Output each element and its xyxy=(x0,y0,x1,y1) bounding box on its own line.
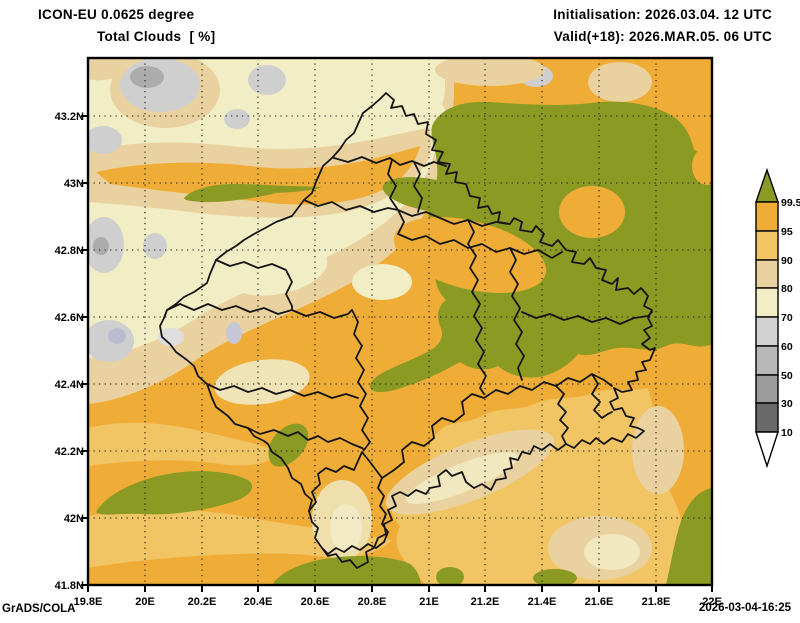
colorbar-label: 60 xyxy=(781,341,793,353)
colorbar-arrow-top xyxy=(755,167,779,203)
cloud-region-pale-gjakova xyxy=(214,359,310,405)
colorbar-segment xyxy=(755,201,779,232)
border-internal xyxy=(521,311,653,325)
border-internal xyxy=(387,159,399,211)
colorbar-label: 90 xyxy=(781,255,793,267)
border-internal xyxy=(166,303,371,451)
cloud-region-top-tan1 xyxy=(435,58,545,86)
cloud-olive-blobs xyxy=(96,423,712,585)
colorbar-segment xyxy=(755,287,779,318)
cloud-region-se-pale2 xyxy=(584,534,640,570)
creation-timestamp: 2026-03-04-16:25 xyxy=(698,602,791,614)
cloud-region-sw-band1 xyxy=(88,422,282,466)
cloud-region-se-palecore xyxy=(406,452,518,504)
lon-axis: 19.8E 20E 20.2E 20.4E 20.6E 20.8E 21E 21… xyxy=(74,596,722,608)
colorbar-label: 70 xyxy=(781,312,793,324)
lon-tick-label: 20E xyxy=(135,596,155,608)
lat-tick-label: 43.2N xyxy=(55,111,84,123)
colorbar-arrow-bottom xyxy=(755,431,779,469)
lon-tick-label: 20.4E xyxy=(244,596,273,608)
lat-tick-label: 42N xyxy=(64,513,84,525)
border-internal xyxy=(509,247,525,381)
lon-tick-label: 21E xyxy=(419,596,439,608)
cloud-region-prizren-pale xyxy=(330,504,362,552)
cloud-region-se-tan1 xyxy=(632,406,684,494)
cloud-region-band-orange xyxy=(96,146,420,205)
lat-tick-label: 42.4N xyxy=(55,379,84,391)
grads-credit: GrADS/COLA xyxy=(2,603,76,615)
border-internal xyxy=(381,373,613,479)
lat-tick-label: 42.2N xyxy=(55,446,84,458)
border-internal xyxy=(467,219,487,395)
border-internal xyxy=(303,199,509,227)
lon-tick-label: 21.2E xyxy=(471,596,500,608)
cloud-region-sw-band2 xyxy=(88,509,392,568)
lon-tick-label: 20.2E xyxy=(188,596,217,608)
lon-tick-label: 19.8E xyxy=(74,596,103,608)
lat-tick-label: 42.8N xyxy=(55,245,84,257)
lon-tick-label: 21.6E xyxy=(585,596,614,608)
map-frame xyxy=(86,56,714,587)
cloud-region-olive-sliver xyxy=(184,184,322,203)
colorbar-segment xyxy=(755,402,779,433)
lon-tick-label: 20.6E xyxy=(301,596,330,608)
colorbar-label: 10 xyxy=(781,427,793,439)
border-internal xyxy=(413,161,423,213)
cloud-region-olive-main xyxy=(369,101,712,393)
cloud-region-top-tan2 xyxy=(588,62,652,102)
lon-tick-label: 22E xyxy=(702,596,722,608)
valid-time-label: Valid(+18): 2026.MAR.05. 06 UTC xyxy=(553,29,772,44)
colorbar-segment xyxy=(755,316,779,347)
border-outer xyxy=(159,92,656,569)
colorbar-segment xyxy=(755,259,779,289)
border-internal xyxy=(333,156,447,167)
border-internal xyxy=(308,451,389,555)
border-internal xyxy=(215,259,293,311)
colorbar-segment xyxy=(755,230,779,261)
cloud-shading xyxy=(88,58,712,585)
colorbar-label: 30 xyxy=(781,398,793,410)
lat-axis: 43.2N 43N 42.8N 42.6N 42.4N 42.2N 42N 41… xyxy=(55,111,84,592)
map-borders xyxy=(159,92,656,569)
border-internal xyxy=(247,427,363,449)
lat-tick-label: 41.8N xyxy=(55,580,84,592)
colorbar: 99.5 95 90 80 70 60 50 30 10 xyxy=(755,167,800,469)
lat-tick-label: 42.6N xyxy=(55,312,84,324)
cloud-region-pale-peja xyxy=(228,244,328,296)
lon-tick-label: 21.8E xyxy=(642,596,671,608)
colorbar-segment xyxy=(755,374,779,404)
lon-tick-label: 21.4E xyxy=(528,596,557,608)
init-time-label: Initialisation: 2026.03.04. 12 UTC xyxy=(553,7,772,22)
cloud-region-olive-hole xyxy=(559,186,625,238)
colorbar-label: 95 xyxy=(781,226,793,238)
cloud-region-olive-intrusion xyxy=(393,216,547,294)
lat-tick-label: 43N xyxy=(64,178,84,190)
cloud-region-olive-finger xyxy=(382,177,478,213)
border-internal xyxy=(591,373,613,419)
border-internal xyxy=(397,209,563,259)
model-title: ICON-EU 0.0625 degree xyxy=(38,7,195,22)
cloud-region-pale-center xyxy=(352,264,412,300)
cloud-region-olive-notch xyxy=(692,147,712,185)
axis-ticks xyxy=(81,115,713,592)
border-internal xyxy=(555,385,569,445)
variable-title: Total Clouds [ %] xyxy=(97,29,216,44)
colorbar-label: 99.5 xyxy=(781,197,800,209)
colorbar-labels: 99.5 95 90 80 70 60 50 30 10 xyxy=(781,197,800,439)
colorbar-label: 80 xyxy=(781,283,793,295)
colorbar-segment xyxy=(755,345,779,376)
lon-tick-label: 20.8E xyxy=(358,596,387,608)
border-internal xyxy=(206,383,359,399)
colorbar-label: 50 xyxy=(781,370,793,382)
